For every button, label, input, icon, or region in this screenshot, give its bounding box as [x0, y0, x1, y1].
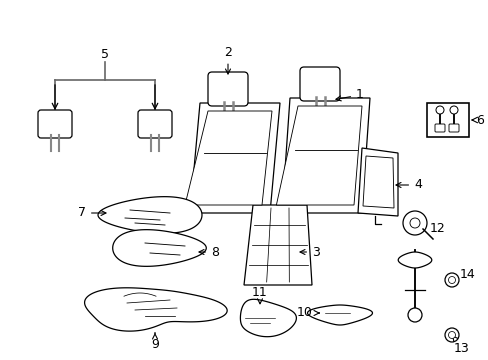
- FancyBboxPatch shape: [299, 67, 339, 101]
- Text: 13: 13: [452, 336, 469, 355]
- FancyBboxPatch shape: [448, 124, 458, 132]
- Polygon shape: [112, 230, 206, 266]
- Text: 10: 10: [296, 306, 319, 320]
- Circle shape: [409, 218, 419, 228]
- Polygon shape: [240, 299, 296, 337]
- FancyBboxPatch shape: [434, 124, 444, 132]
- Text: 3: 3: [300, 246, 319, 258]
- Text: 5: 5: [101, 49, 109, 62]
- Text: 8: 8: [199, 246, 219, 258]
- Circle shape: [447, 276, 454, 284]
- FancyBboxPatch shape: [38, 110, 72, 138]
- Polygon shape: [84, 288, 227, 331]
- Polygon shape: [282, 98, 369, 213]
- Polygon shape: [184, 111, 271, 205]
- Circle shape: [449, 106, 457, 114]
- Circle shape: [444, 273, 458, 287]
- Circle shape: [407, 308, 421, 322]
- Polygon shape: [98, 197, 202, 233]
- Text: 6: 6: [475, 113, 483, 126]
- Circle shape: [435, 106, 443, 114]
- Text: 11: 11: [252, 287, 267, 304]
- Text: 4: 4: [395, 179, 421, 192]
- Text: 7: 7: [78, 207, 106, 220]
- Bar: [426, 103, 468, 137]
- FancyBboxPatch shape: [207, 72, 247, 106]
- Polygon shape: [276, 106, 361, 205]
- Polygon shape: [397, 252, 431, 268]
- FancyBboxPatch shape: [138, 110, 172, 138]
- Circle shape: [402, 211, 426, 235]
- Polygon shape: [362, 156, 393, 208]
- Polygon shape: [190, 103, 280, 213]
- Polygon shape: [244, 205, 311, 285]
- Text: 12: 12: [429, 221, 445, 234]
- Polygon shape: [307, 305, 372, 325]
- Text: 2: 2: [224, 45, 231, 74]
- Text: 9: 9: [151, 333, 159, 351]
- Circle shape: [447, 332, 454, 338]
- Text: 1: 1: [335, 89, 363, 102]
- Circle shape: [444, 328, 458, 342]
- Polygon shape: [357, 148, 397, 216]
- Text: 14: 14: [459, 269, 475, 282]
